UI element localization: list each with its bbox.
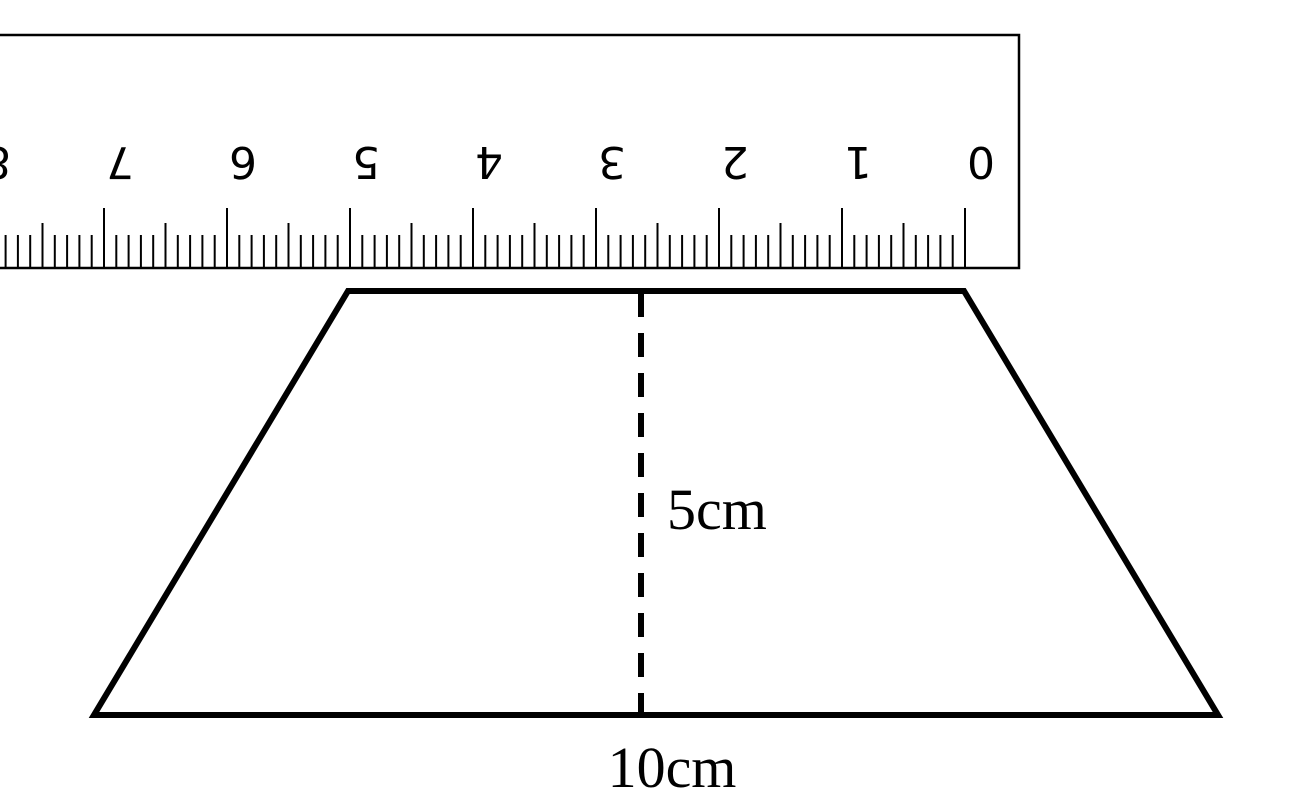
ruler-number: 2	[721, 136, 749, 187]
base-label: 10cm	[608, 735, 737, 800]
ruler-number: 6	[229, 136, 257, 187]
ruler-numbers: 0 1 2 3 4 5 6 7 8	[0, 136, 995, 187]
trapezoid: 5cm 10cm	[88, 288, 1224, 800]
ruler-ticks	[4, 208, 966, 268]
ruler-number: 8	[0, 136, 11, 187]
height-label: 5cm	[667, 477, 767, 542]
ruler-number: 5	[352, 136, 380, 187]
ruler: 0 1 2 3 4 5 6 7 8	[0, 33, 1021, 270]
ruler-number: 7	[106, 136, 134, 187]
ruler-number: 1	[844, 136, 872, 187]
trapezoid-shape	[88, 288, 1224, 718]
ruler-number: 0	[967, 136, 995, 187]
ruler-outline	[0, 33, 1021, 270]
ruler-number: 3	[598, 136, 626, 187]
ruler-number: 4	[475, 136, 503, 187]
